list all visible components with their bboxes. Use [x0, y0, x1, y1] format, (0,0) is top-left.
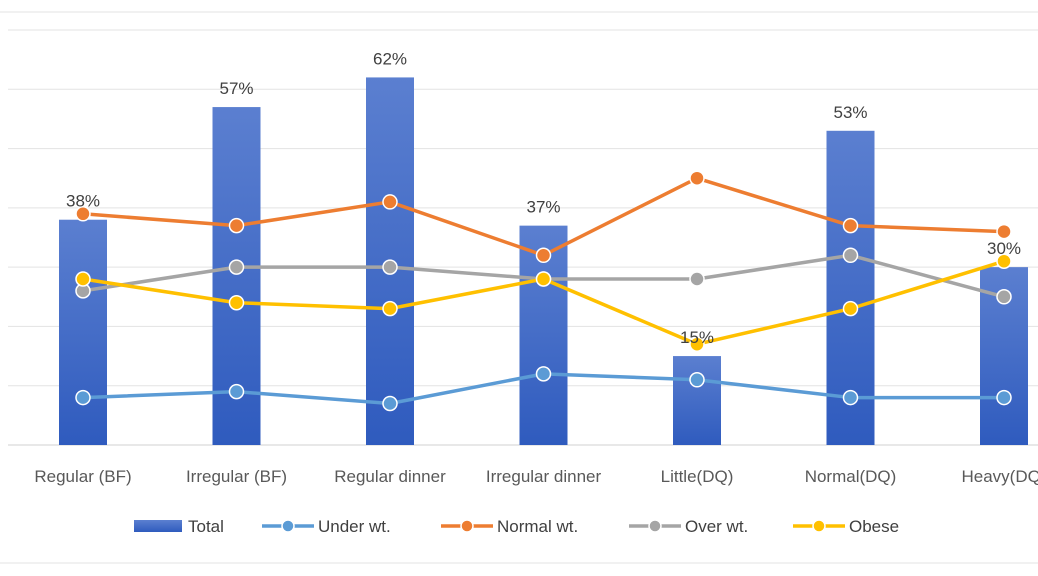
legend-label-over-wt: Over wt. — [685, 517, 748, 536]
x-axis: Regular (BF) Irregular (BF) Regular dinner… — [34, 467, 1038, 486]
point-under-wt — [382, 395, 398, 412]
point-obese — [382, 300, 398, 317]
x-tick-label: Regular dinner — [334, 467, 446, 486]
x-tick-label: Irregular (BF) — [186, 467, 287, 486]
point-normal-wt — [842, 217, 859, 234]
legend-marker-normal-wt — [460, 519, 474, 533]
data-label: 62% — [373, 49, 407, 68]
point-normal-wt — [382, 194, 398, 210]
point-normal-wt — [689, 170, 705, 186]
bar-total — [59, 219, 107, 445]
data-label: 53% — [833, 103, 867, 122]
point-obese — [996, 253, 1012, 269]
point-over-wt — [228, 259, 245, 275]
legend: Total Under wt. Normal wt. Over wt. Obese — [134, 517, 899, 536]
point-under-wt — [535, 366, 552, 382]
gridlines — [0, 11, 1038, 564]
point-obese — [842, 300, 859, 317]
point-over-wt — [689, 271, 705, 287]
x-tick-label: Irregular dinner — [486, 467, 602, 486]
point-obese — [689, 336, 705, 352]
point-normal-wt — [996, 223, 1012, 240]
data-label: 15% — [680, 328, 714, 347]
point-normal-wt — [228, 217, 245, 234]
point-obese — [228, 294, 245, 311]
data-label: 38% — [66, 192, 100, 211]
point-under-wt — [75, 389, 91, 406]
x-tick-label: Normal(DQ) — [805, 467, 897, 486]
point-obese — [535, 271, 552, 287]
point-under-wt — [228, 383, 245, 400]
legend-label-normal-wt: Normal wt. — [497, 517, 578, 536]
point-over-wt — [382, 259, 398, 275]
data-labels: 38% 57% 62% 37% 15% 53% 30% — [66, 49, 1021, 347]
data-label: 57% — [219, 79, 253, 98]
legend-label-under-wt: Under wt. — [318, 517, 391, 536]
legend-label-obese: Obese — [849, 517, 899, 536]
point-normal-wt — [535, 247, 552, 264]
legend-marker-under-wt — [281, 519, 295, 533]
point-over-wt — [842, 247, 859, 264]
point-obese — [75, 271, 91, 287]
bar-total — [673, 356, 721, 445]
x-tick-label: Regular (BF) — [34, 467, 131, 486]
point-under-wt — [996, 389, 1012, 406]
legend-marker-obese — [812, 519, 826, 533]
data-label: 37% — [526, 198, 560, 217]
x-tick-label: Heavy(DQ) — [961, 467, 1038, 486]
point-over-wt — [996, 289, 1012, 305]
legend-swatch-total — [134, 520, 182, 532]
point-under-wt — [842, 389, 859, 406]
x-tick-label: Little(DQ) — [661, 467, 734, 486]
legend-label-total: Total — [188, 517, 224, 536]
data-label: 30% — [987, 239, 1021, 258]
point-normal-wt — [75, 206, 91, 222]
point-under-wt — [689, 372, 705, 388]
line-series — [75, 170, 1012, 412]
legend-marker-over-wt — [648, 519, 662, 533]
